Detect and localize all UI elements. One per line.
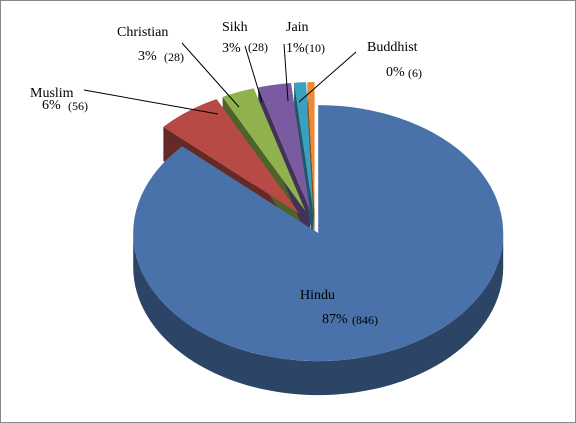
slice-percent: 3%	[138, 49, 157, 64]
slice-label: Christian	[117, 25, 168, 40]
slice	[222, 88, 306, 212]
leader-line	[83, 89, 219, 115]
slice-label: Muslim	[30, 86, 74, 101]
slice-label: Hindu	[300, 288, 335, 303]
leader-line	[244, 45, 263, 103]
slice	[294, 82, 314, 211]
slice	[163, 99, 300, 214]
slice-label: Sikh	[222, 20, 248, 35]
slice-percent: 6%	[42, 98, 61, 113]
slice	[258, 83, 310, 211]
slice-percent: 0%	[386, 65, 405, 80]
slice-percent: 1%	[286, 41, 305, 56]
slice-count: (28)	[164, 50, 184, 64]
slice-percent: 87%	[322, 312, 348, 327]
slice	[307, 82, 315, 211]
slice-label: Buddhist	[367, 40, 418, 55]
leader-line	[283, 43, 289, 102]
slice-count: (6)	[408, 66, 422, 80]
slice-count: (56)	[68, 99, 88, 113]
slice-label: Jain	[286, 20, 309, 35]
slice	[133, 105, 504, 362]
slice-count: (10)	[305, 41, 325, 55]
leader-line	[298, 51, 357, 103]
slice-percent: 3%	[222, 41, 241, 56]
leader-line	[181, 42, 240, 108]
slice-count: (846)	[352, 313, 378, 327]
slice-count: (28)	[248, 40, 268, 54]
slice-side	[133, 233, 504, 396]
